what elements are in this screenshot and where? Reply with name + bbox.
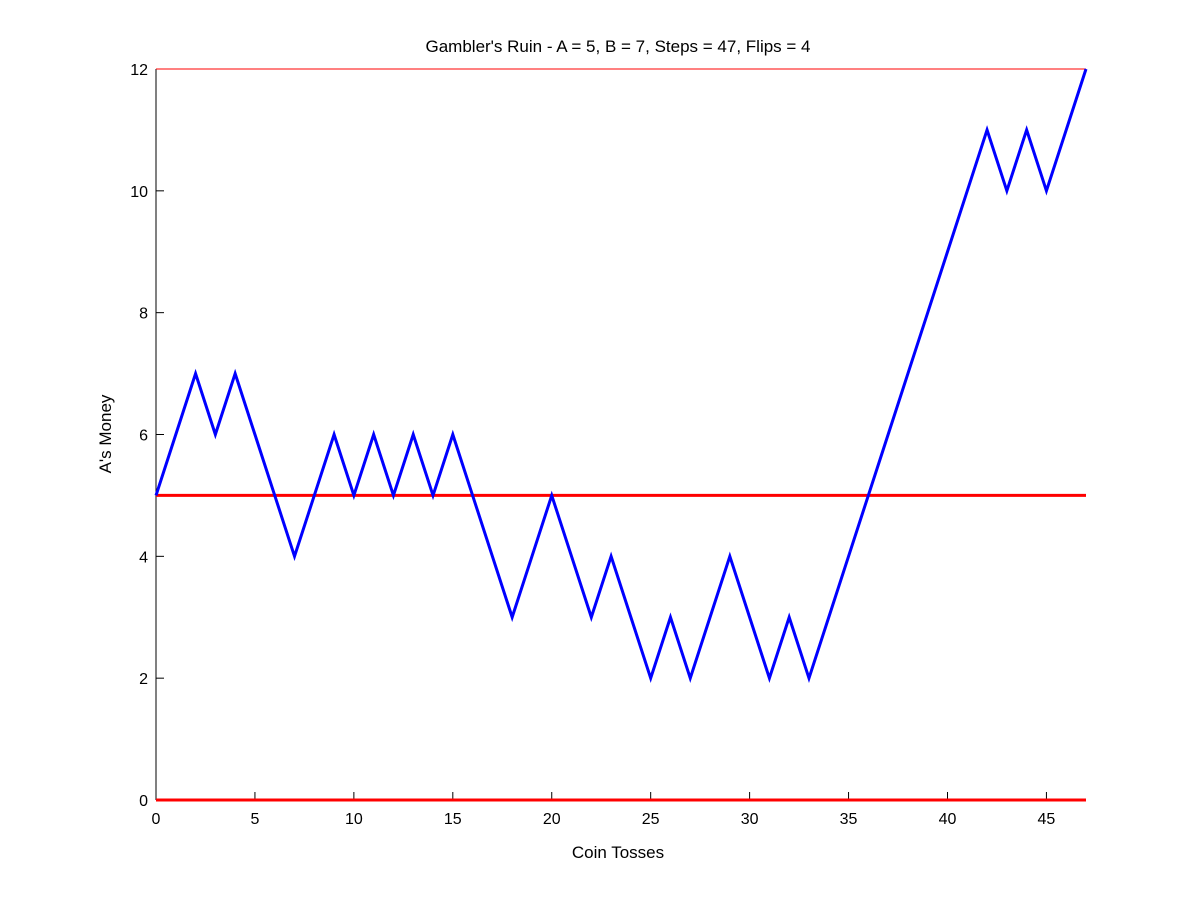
x-tick-label: 15 xyxy=(444,811,462,828)
x-tick-label: 40 xyxy=(939,811,957,828)
y-axis-title: A's Money xyxy=(96,394,115,473)
x-tick-label: 35 xyxy=(840,811,858,828)
y-tick-label: 2 xyxy=(139,671,148,688)
x-tick-label: 10 xyxy=(345,811,363,828)
x-tick-label: 20 xyxy=(543,811,561,828)
x-axis-title: Coin Tosses xyxy=(572,843,664,862)
series-line xyxy=(154,68,1088,684)
y-tick-label: 0 xyxy=(139,793,148,810)
x-tick-label: 0 xyxy=(152,811,161,828)
x-tick-label: 30 xyxy=(741,811,759,828)
y-tick-label: 12 xyxy=(130,62,148,79)
x-tick-label: 45 xyxy=(1038,811,1056,828)
y-tick-label: 10 xyxy=(130,184,148,201)
y-tick-label: 6 xyxy=(139,428,148,445)
x-tick-label: 25 xyxy=(642,811,660,828)
y-tick-label: 4 xyxy=(139,549,148,566)
x-tick-label: 5 xyxy=(250,811,259,828)
y-tick-label: 8 xyxy=(139,306,148,323)
plot-area: 0 5 10 15 20 25 30 35 40 45 0 2 4 6 8 10 12 xyxy=(130,62,1088,828)
chart-title: Gambler's Ruin - A = 5, B = 7, Steps = 4… xyxy=(426,37,811,56)
